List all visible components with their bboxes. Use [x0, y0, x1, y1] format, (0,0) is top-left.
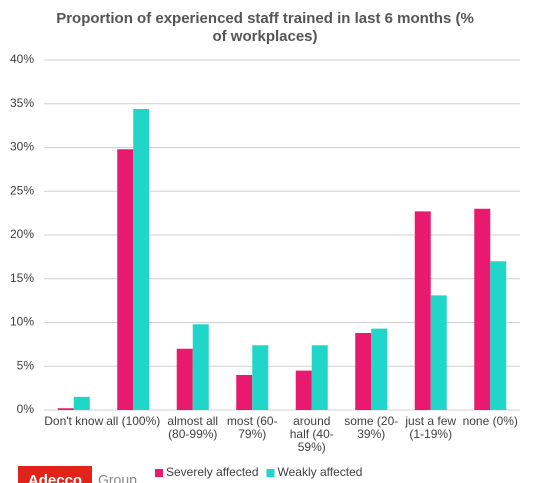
bar	[192, 324, 209, 410]
x-tick-label: most (60-79%)	[226, 414, 278, 441]
bar	[176, 348, 193, 410]
logo-suffix: Group	[98, 472, 137, 483]
bar	[414, 211, 431, 410]
y-tick-label: 5%	[17, 358, 35, 372]
bar	[311, 345, 328, 410]
y-tick-label: 40%	[10, 52, 34, 66]
logo-brand: Adecco	[28, 472, 82, 483]
legend-label: Severely affected	[166, 465, 259, 479]
bar	[430, 295, 447, 410]
y-tick-label: 15%	[10, 271, 34, 285]
chart-title: Proportion of experienced staff trained …	[56, 10, 474, 45]
bar	[252, 345, 269, 410]
bar	[474, 208, 491, 410]
y-tick-label: 10%	[10, 315, 34, 329]
bar	[133, 109, 150, 410]
legend-label: Weakly affected	[278, 465, 363, 479]
y-tick-label: 20%	[10, 227, 34, 241]
x-tick-label: none (0%)	[462, 414, 518, 428]
logo-box	[18, 466, 92, 483]
x-tick-label: around half (40-59%)	[289, 414, 334, 454]
bar	[355, 333, 372, 410]
bar	[73, 396, 90, 410]
bar	[236, 375, 253, 410]
y-tick-label: 0%	[17, 402, 35, 416]
y-tick-label: 25%	[10, 183, 34, 197]
legend-swatch	[155, 469, 163, 477]
x-tick-label: all (100%)	[106, 414, 161, 428]
x-tick-label: Don't know	[44, 414, 104, 428]
y-tick-label: 30%	[10, 140, 34, 154]
bar	[117, 149, 134, 410]
bar	[490, 261, 507, 410]
x-tick-label: some (20-39%)	[344, 414, 399, 441]
bar	[295, 370, 312, 410]
bar	[57, 408, 74, 410]
legend-swatch	[266, 469, 275, 477]
bar	[371, 328, 388, 410]
x-tick-label: almost all (80-99%)	[167, 414, 219, 441]
y-tick-label: 35%	[10, 96, 34, 110]
x-tick-label: just a few (1-19%)	[405, 414, 457, 441]
